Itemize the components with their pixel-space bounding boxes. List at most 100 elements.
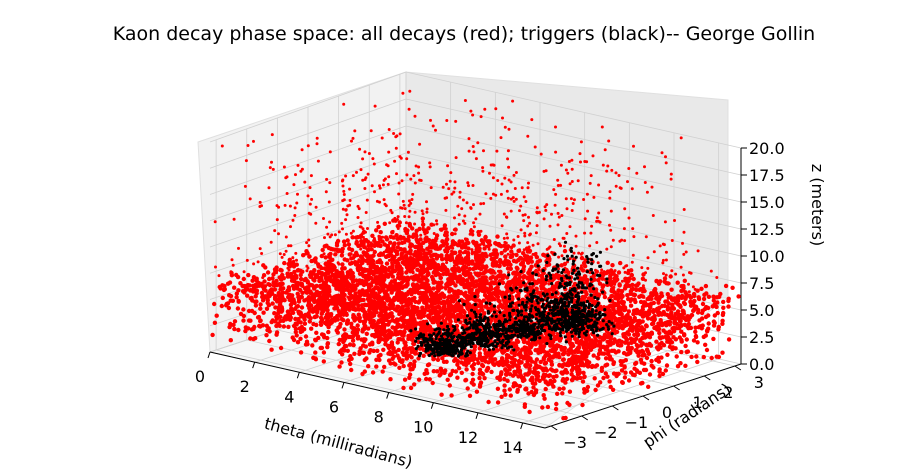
data-point <box>431 369 436 374</box>
data-point <box>253 294 258 299</box>
data-point <box>349 256 354 261</box>
data-point <box>670 297 675 302</box>
data-point <box>456 366 462 371</box>
data-point <box>450 239 456 244</box>
data-point <box>483 234 488 240</box>
data-point <box>659 291 664 296</box>
data-point <box>401 385 406 391</box>
data-point <box>693 325 698 330</box>
data-point <box>286 285 292 290</box>
data-point <box>232 326 237 332</box>
data-point <box>290 310 296 315</box>
data-point <box>368 310 373 316</box>
data-point <box>241 318 246 323</box>
data-point <box>496 298 501 303</box>
data-point <box>721 310 726 316</box>
data-point <box>608 273 613 278</box>
data-point <box>394 233 399 238</box>
data-point <box>516 364 521 369</box>
data-point <box>518 255 523 261</box>
data-point <box>463 378 468 383</box>
data-point <box>712 313 717 318</box>
data-point <box>706 294 712 299</box>
data-point <box>447 383 452 388</box>
data-point <box>450 231 455 237</box>
data-point <box>695 340 700 345</box>
data-point <box>356 312 361 317</box>
data-point <box>640 380 645 386</box>
data-point <box>267 276 272 282</box>
data-point <box>613 294 618 299</box>
data-point <box>520 354 525 359</box>
data-point <box>415 312 421 317</box>
data-point <box>504 307 509 312</box>
grid-line <box>405 125 742 203</box>
data-point <box>536 290 541 295</box>
data-point <box>656 300 661 305</box>
data-point <box>411 258 416 263</box>
data-point <box>508 393 513 398</box>
data-point <box>626 378 632 383</box>
data-point <box>402 240 407 245</box>
data-point <box>579 255 585 261</box>
data-point <box>552 378 557 384</box>
data-point <box>540 366 545 371</box>
data-point <box>631 276 636 282</box>
data-point <box>502 383 507 388</box>
data-point <box>351 315 357 320</box>
data-point <box>716 324 721 330</box>
data-point <box>345 238 350 243</box>
data-point <box>318 315 324 320</box>
data-point <box>658 321 663 326</box>
data-point <box>571 354 577 359</box>
data-point <box>528 256 533 262</box>
data-point <box>411 341 416 346</box>
data-point <box>424 376 429 382</box>
data-point <box>345 348 350 353</box>
data-point <box>425 272 430 278</box>
data-point <box>349 247 355 253</box>
data-point <box>512 358 517 364</box>
grid-line <box>209 125 407 195</box>
data-point <box>272 267 278 272</box>
data-point <box>321 350 327 355</box>
data-point <box>711 298 716 303</box>
data-point <box>563 380 568 385</box>
data-point <box>665 312 670 318</box>
data-point <box>311 277 316 282</box>
data-point <box>616 270 622 275</box>
data-point <box>383 342 388 347</box>
data-point <box>514 259 519 264</box>
data-point <box>630 328 635 333</box>
data-point <box>250 278 255 283</box>
data-point <box>694 354 699 359</box>
data-point <box>386 345 392 351</box>
data-point <box>435 266 440 272</box>
data-point <box>647 372 653 377</box>
data-point <box>363 344 368 349</box>
data-point <box>310 343 315 348</box>
data-point <box>627 276 632 281</box>
data-point <box>298 295 303 300</box>
data-point <box>609 294 614 299</box>
data-point <box>287 293 293 299</box>
data-point <box>416 377 422 382</box>
data-point <box>693 329 698 334</box>
data-point <box>326 321 331 327</box>
data-point <box>580 379 586 384</box>
data-point <box>313 350 318 355</box>
data-point <box>704 347 710 353</box>
data-point <box>399 359 405 365</box>
data-point <box>700 308 705 313</box>
data-point <box>390 356 395 361</box>
data-point <box>400 350 405 355</box>
data-point <box>586 364 591 369</box>
data-point <box>483 269 489 274</box>
data-point <box>252 310 257 316</box>
data-point <box>477 384 483 389</box>
data-point <box>302 327 307 332</box>
data-point <box>360 350 365 355</box>
data-point <box>265 327 270 333</box>
data-point <box>375 324 380 329</box>
data-point <box>382 221 387 226</box>
